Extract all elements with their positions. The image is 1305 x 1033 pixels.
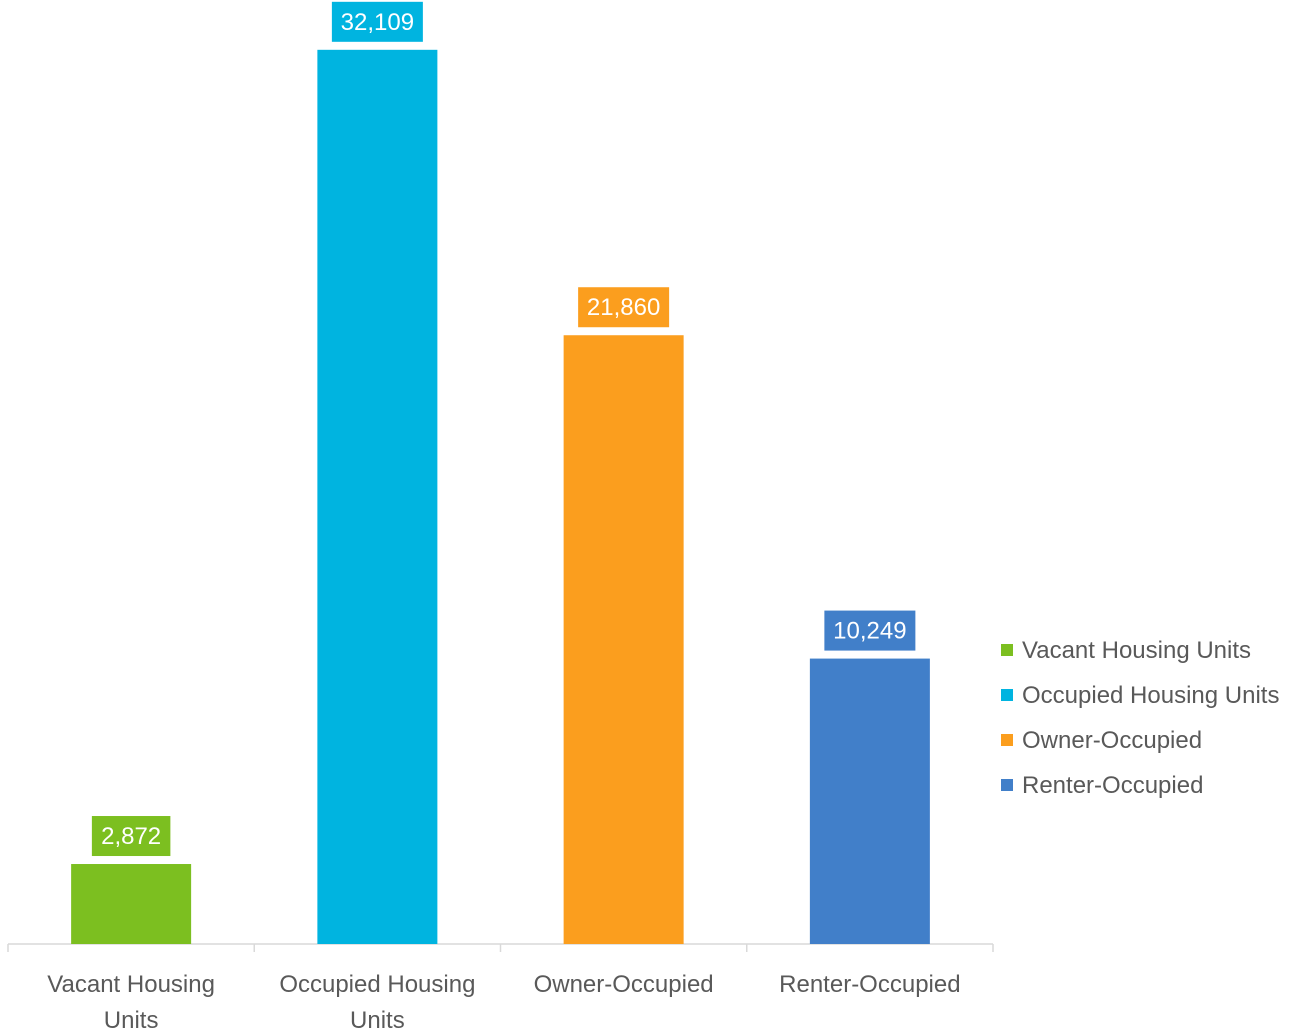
bar-occupied-housing-units [317, 49, 438, 945]
x-tick-label-owner-occupied: Owner-Occupied [534, 971, 714, 998]
legend-label-vacant-housing-units: Vacant Housing Units [1022, 637, 1251, 664]
data-label-box-vacant-housing-units [91, 816, 171, 857]
x-tick-label-occupied-housing-units: Occupied Housing [279, 971, 475, 998]
legend-label-owner-occupied: Owner-Occupied [1022, 727, 1202, 754]
bar-renter-occupied [809, 658, 930, 944]
legend-swatch-owner-occupied [1001, 734, 1013, 746]
legend: Vacant Housing Units Occupied Housing Uni… [1001, 637, 1279, 799]
data-label-box-owner-occupied [578, 287, 670, 328]
legend-swatch-vacant-housing-units [1001, 644, 1013, 656]
bar-vacant-housing-units [71, 864, 192, 944]
bar-owner-occupied [563, 335, 684, 944]
data-label-box-occupied-housing-units [331, 1, 423, 42]
data-label-owner-occupied: 21,860 [587, 294, 660, 321]
data-label-vacant-housing-units: 2,872 [101, 823, 161, 850]
x-tick-label-vacant-housing-units: Vacant Housing [47, 971, 215, 998]
data-label-occupied-housing-units: 32,109 [341, 9, 414, 36]
legend-swatch-renter-occupied [1001, 779, 1013, 791]
x-tick-label-renter-occupied: Renter-Occupied [779, 971, 960, 998]
data-labels-group: 2,872 32,109 21,860 10,249 [91, 1, 916, 857]
x-axis-ticks [7, 944, 994, 952]
bars-group [71, 49, 930, 945]
x-tick-label-vacant-housing-units: Units [104, 1007, 159, 1033]
x-tick-labels-group: Vacant Housing Units Occupied Housing Units… [47, 971, 960, 1033]
legend-label-occupied-housing-units: Occupied Housing Units [1022, 682, 1279, 709]
data-label-box-renter-occupied [824, 610, 916, 651]
data-label-renter-occupied: 10,249 [833, 618, 906, 645]
x-tick-label-occupied-housing-units: Units [350, 1007, 405, 1033]
legend-label-renter-occupied: Renter-Occupied [1022, 772, 1203, 799]
legend-swatch-occupied-housing-units [1001, 689, 1013, 701]
